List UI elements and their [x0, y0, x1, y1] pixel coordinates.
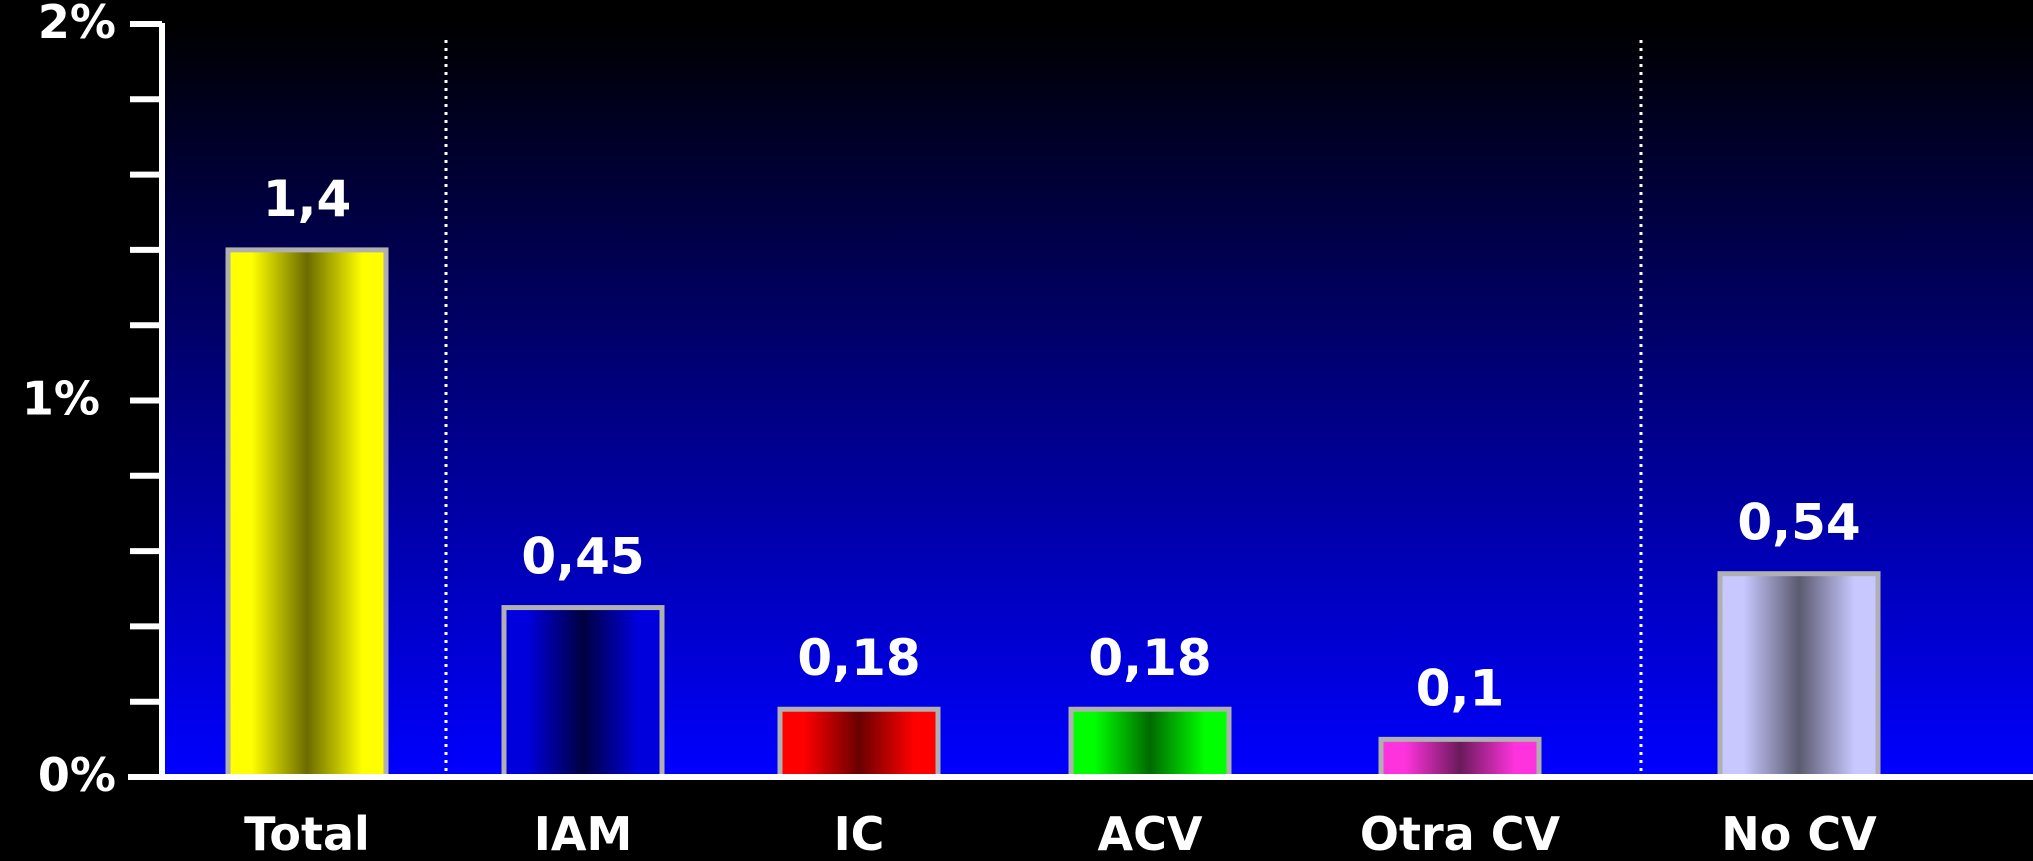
x-category-label: ACV	[1098, 807, 1203, 857]
data-label: 0,54	[1737, 494, 1860, 552]
bar-total	[225, 247, 389, 780]
bar-no-cv	[1717, 571, 1881, 780]
bar-iam	[501, 605, 665, 780]
data-label: 1,4	[263, 170, 352, 228]
x-category-label: No CV	[1721, 807, 1877, 857]
x-category-label: Total	[244, 807, 370, 857]
data-label: 0,1	[1416, 659, 1505, 717]
y-tick-label: 2%	[38, 0, 116, 49]
x-category-label: IAM	[534, 807, 633, 857]
bar-otra-cv	[1378, 736, 1542, 780]
data-label: 0,18	[797, 629, 920, 687]
x-category-label: IC	[834, 807, 885, 857]
bar-acv	[1068, 706, 1232, 780]
bar-ic	[777, 706, 941, 780]
x-category-label: Otra CV	[1360, 807, 1561, 857]
y-tick-label: 0%	[38, 748, 116, 802]
y-tick-label: 1%	[22, 372, 100, 426]
data-label: 0,18	[1088, 629, 1211, 687]
data-label: 0,45	[521, 528, 644, 586]
